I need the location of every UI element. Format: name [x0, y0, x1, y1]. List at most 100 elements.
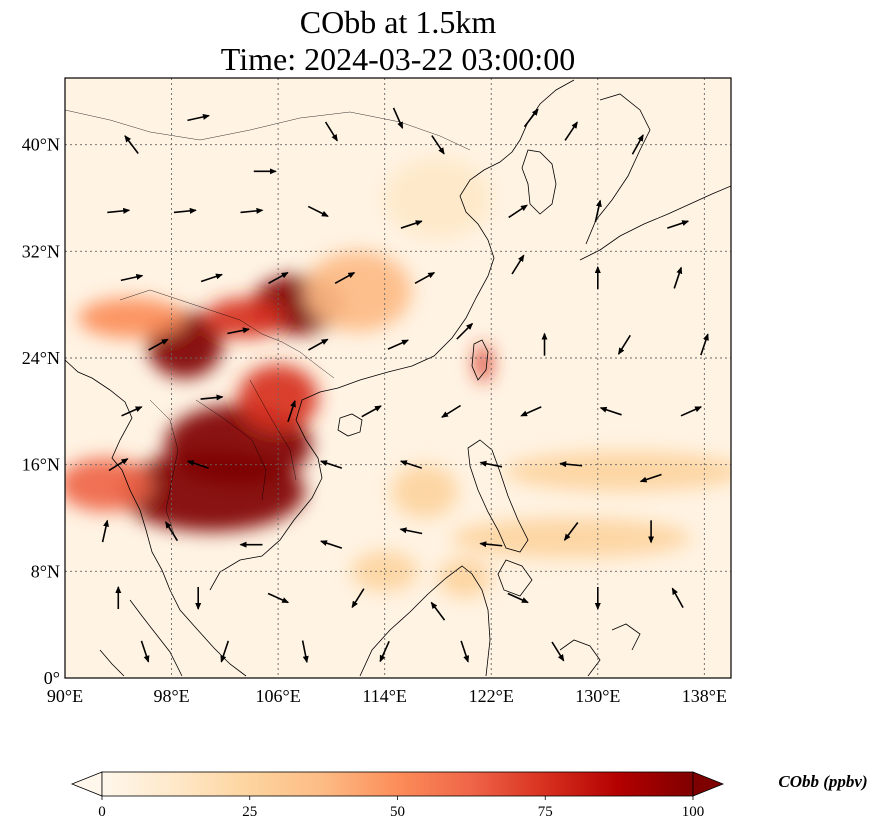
wind-arrow: [320, 460, 343, 469]
wind-arrow: [334, 271, 356, 285]
coastline-borneo: [359, 565, 491, 677]
colorbar-tick-label: 75: [538, 804, 553, 820]
wind-arrow: [673, 266, 683, 289]
y-axis-ticks: 0° 8°N 16°N 24°N 32°N 40°N: [22, 135, 60, 688]
concentration-plume: [65, 458, 152, 512]
map-panel: [65, 78, 731, 678]
wind-arrow: [120, 273, 144, 282]
country-borders: [65, 109, 471, 541]
wind-arrow: [301, 640, 309, 664]
wind-arrow: [507, 592, 529, 604]
map-title-line1: CObb at 1.5km: [300, 4, 497, 40]
coastlines: [65, 79, 731, 677]
x-tick-label: 130°E: [575, 686, 620, 706]
concentration-plume: [304, 251, 412, 332]
wind-arrow: [431, 135, 445, 155]
wind-arrow: [268, 271, 289, 285]
wind-arrow: [287, 399, 296, 423]
x-tick-label: 114°E: [362, 686, 407, 706]
y-tick-label: 40°N: [22, 135, 60, 155]
colorbar-extend-min: [70, 771, 103, 797]
wind-arrow: [617, 334, 631, 355]
wind-arrow: [148, 338, 169, 351]
x-tick-label: 90°E: [47, 686, 83, 706]
wind-arrow: [200, 394, 224, 401]
wind-arrow: [387, 339, 409, 350]
wind-arrow: [140, 640, 150, 663]
wind-arrow: [320, 540, 343, 549]
wind-arrow: [563, 522, 579, 541]
coastline-sumatra: [99, 599, 183, 677]
y-tick-label: 0°: [44, 668, 60, 688]
wind-arrow: [187, 113, 210, 122]
x-tick-label: 98°E: [153, 686, 189, 706]
wind-arrow: [460, 640, 470, 663]
border-vietnam: [249, 379, 297, 481]
gridlines: [65, 78, 731, 678]
wind-arrow: [324, 121, 338, 142]
wind-arrow: [392, 107, 404, 129]
concentration-plume: [351, 551, 418, 592]
wind-arrow: [559, 461, 583, 468]
wind-arrow: [227, 327, 250, 335]
concentration-plume: [437, 558, 492, 598]
concentration-plume: [391, 464, 458, 518]
colorbar-ticks: 0 25 50 75 100: [98, 796, 704, 820]
colorbar-tick-label: 50: [390, 804, 405, 820]
coastline-mainland: [65, 359, 247, 677]
wind-arrow: [200, 273, 223, 283]
wind-arrow: [520, 406, 542, 417]
wind-arrow: [379, 640, 390, 663]
y-tick-label: 8°N: [31, 561, 60, 581]
wind-arrow: [361, 405, 382, 418]
wind-arrow: [400, 220, 423, 229]
concentration-plume: [475, 344, 492, 383]
concentration-plume: [204, 298, 285, 338]
coastline-korea: [521, 149, 557, 215]
wind-arrow: [121, 406, 143, 417]
wind-arrow: [508, 204, 528, 219]
colorbar-tick-label: 25: [242, 804, 257, 820]
colorbar-label: CObb (ppbv): [778, 772, 867, 791]
wind-arrow: [479, 460, 503, 468]
colorbar-extend-max: [692, 771, 725, 797]
wind-arrow: [594, 199, 602, 223]
coastline-japan: [579, 93, 731, 261]
wind-arrow: [523, 108, 539, 128]
border-china-north: [65, 109, 471, 151]
concentration-plume: [504, 451, 731, 492]
y-tick-label: 24°N: [22, 348, 60, 368]
wind-arrow: [456, 322, 474, 340]
colorbar-tick-label: 100: [682, 804, 705, 820]
wind-arrow: [680, 406, 703, 417]
colorbar-body: [101, 771, 694, 797]
wind-arrow: [511, 254, 525, 275]
coastline-hainan: [337, 413, 363, 437]
wind-arrow: [308, 338, 329, 351]
wind-arrow: [173, 207, 197, 214]
x-tick-label: 122°E: [469, 686, 514, 706]
wind-arrow: [107, 207, 131, 214]
x-tick-label: 106°E: [256, 686, 301, 706]
coastline-taiwan: [471, 339, 489, 381]
concentration-plume: [451, 518, 692, 558]
wind-arrow: [124, 135, 139, 154]
wind-arrow: [631, 134, 644, 155]
coastline-indochina: [209, 79, 575, 591]
coastline-philippines: [467, 439, 533, 597]
wind-arrow: [564, 121, 578, 141]
x-tick-label: 138°E: [682, 686, 727, 706]
wind-arrow: [399, 460, 423, 469]
wind-arrow: [220, 640, 230, 663]
coastline-sulawesi: [559, 623, 641, 677]
wind-arrow: [599, 406, 622, 416]
wind-arrow: [430, 601, 446, 621]
wind-arrow: [267, 592, 290, 604]
wind-arrow: [307, 205, 329, 217]
y-tick-label: 32°N: [22, 241, 60, 261]
border-china-south: [119, 289, 335, 379]
map-frame: [64, 77, 732, 679]
colorbar-tick-label: 0: [98, 804, 106, 820]
wind-arrow: [351, 588, 365, 609]
